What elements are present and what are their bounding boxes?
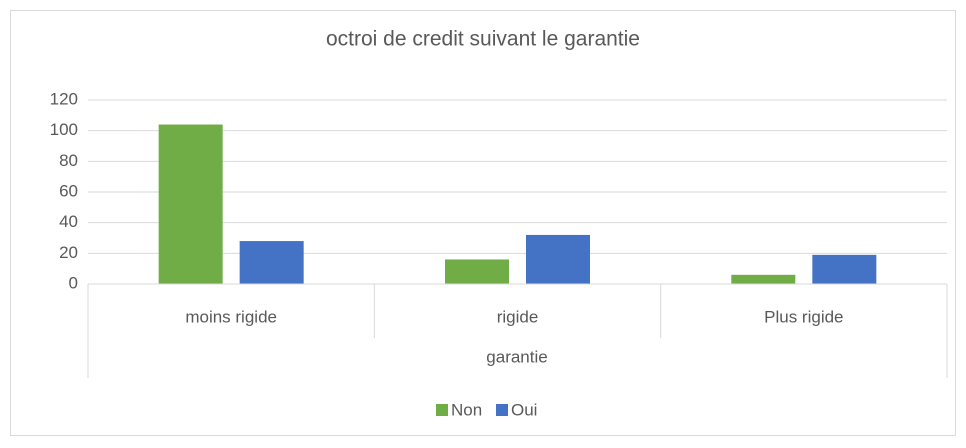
legend-label: Non [451,400,482,419]
y-tick-label: 120 [50,89,78,108]
x-tick-label: rigide [497,307,539,326]
x-tick-label: moins rigide [185,307,277,326]
y-tick-label: 20 [59,243,78,262]
legend-swatch [436,404,448,416]
bar [158,124,223,285]
y-tick-label: 60 [59,181,78,200]
legend-label: Oui [511,400,537,419]
y-tick-label: 0 [69,273,78,292]
x-axis-label: garantie [486,347,547,366]
y-tick-label: 80 [59,151,78,170]
bar [731,274,796,284]
bar [239,241,304,284]
chart-title: octroi de credit suivant le garantie [326,28,640,51]
bar [526,234,590,284]
y-tick-label: 100 [50,120,78,139]
bar [445,259,509,284]
bar [812,254,877,284]
x-tick-label: Plus rigide [764,307,843,326]
legend-swatch [496,404,508,416]
y-tick-label: 40 [59,212,78,231]
